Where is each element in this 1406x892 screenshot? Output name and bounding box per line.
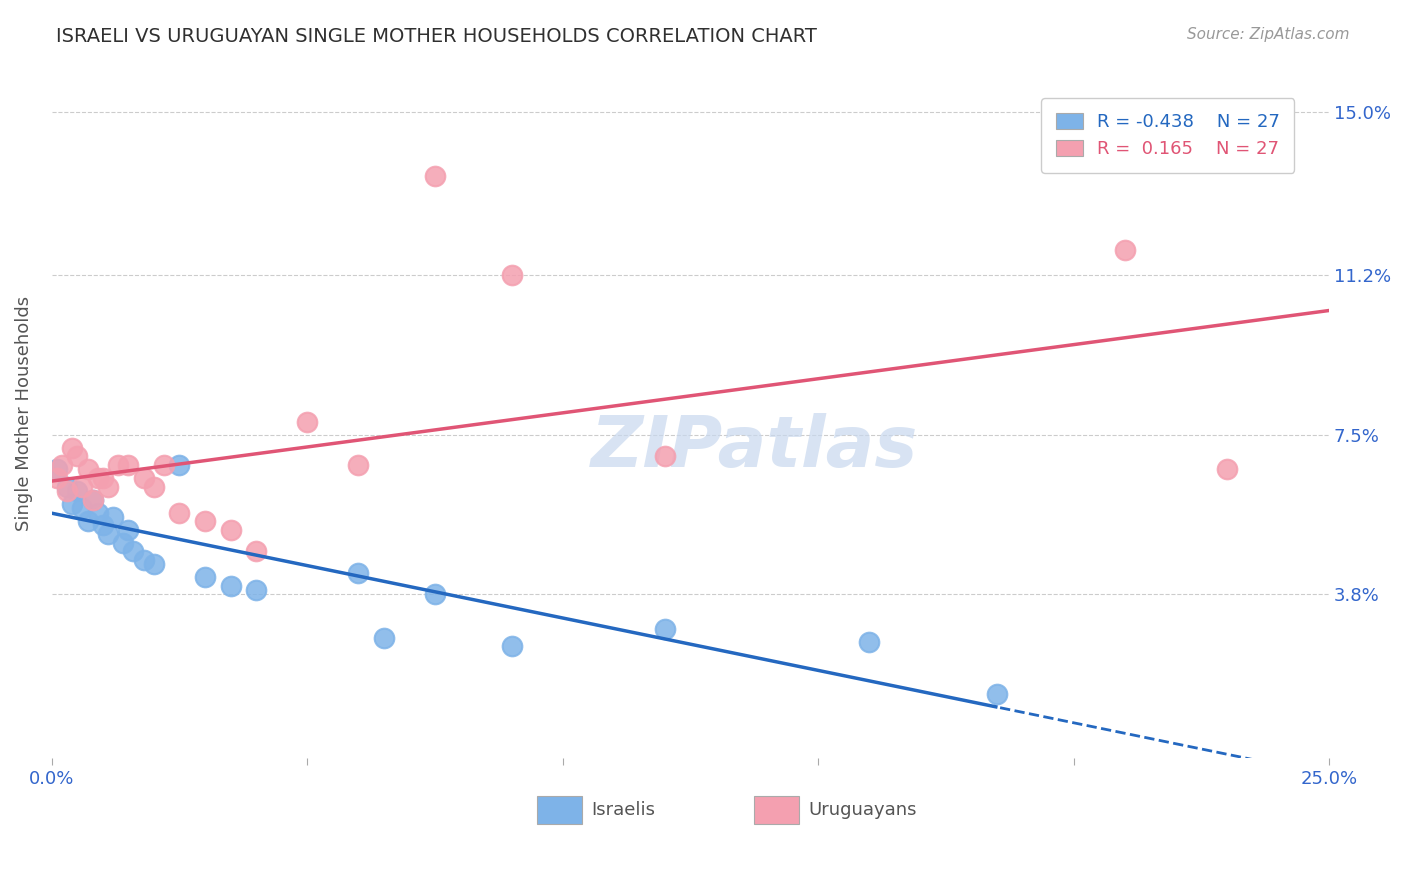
Point	[169, 506, 191, 520]
Point	[72, 480, 94, 494]
Point	[60, 497, 83, 511]
Point	[107, 458, 129, 472]
Point	[654, 450, 676, 464]
Point	[117, 458, 139, 472]
Point	[219, 523, 242, 537]
Point	[82, 492, 104, 507]
Point	[245, 583, 267, 598]
Point	[76, 462, 98, 476]
FancyBboxPatch shape	[537, 797, 582, 823]
Point	[87, 471, 110, 485]
Text: Israelis: Israelis	[591, 801, 655, 819]
Point	[51, 458, 73, 472]
Point	[858, 635, 880, 649]
Point	[219, 579, 242, 593]
Point	[245, 544, 267, 558]
Point	[347, 566, 370, 580]
Point	[423, 169, 446, 184]
Point	[169, 458, 191, 472]
Point	[66, 483, 89, 498]
Y-axis label: Single Mother Households: Single Mother Households	[15, 296, 32, 531]
Point	[295, 415, 318, 429]
Point	[423, 587, 446, 601]
Point	[97, 480, 120, 494]
Point	[194, 570, 217, 584]
Point	[347, 458, 370, 472]
Point	[101, 509, 124, 524]
Point	[112, 535, 135, 549]
Point	[501, 639, 523, 653]
Point	[45, 471, 67, 485]
Point	[501, 268, 523, 283]
Text: Source: ZipAtlas.com: Source: ZipAtlas.com	[1187, 27, 1350, 42]
Point	[122, 544, 145, 558]
Point	[1114, 243, 1136, 257]
Point	[76, 514, 98, 528]
Point	[142, 558, 165, 572]
Point	[66, 450, 89, 464]
Text: Uruguayans: Uruguayans	[808, 801, 917, 819]
Point	[72, 501, 94, 516]
Point	[45, 462, 67, 476]
Point	[132, 553, 155, 567]
Point	[91, 471, 114, 485]
Point	[97, 527, 120, 541]
Point	[142, 480, 165, 494]
Point	[132, 471, 155, 485]
Point	[91, 518, 114, 533]
Point	[654, 622, 676, 636]
Text: ISRAELI VS URUGUAYAN SINGLE MOTHER HOUSEHOLDS CORRELATION CHART: ISRAELI VS URUGUAYAN SINGLE MOTHER HOUSE…	[56, 27, 817, 45]
Point	[87, 506, 110, 520]
Legend: R = -0.438    N = 27, R =  0.165    N = 27: R = -0.438 N = 27, R = 0.165 N = 27	[1042, 98, 1295, 173]
Point	[194, 514, 217, 528]
Text: ZIPatlas: ZIPatlas	[591, 413, 918, 483]
Point	[56, 480, 79, 494]
Point	[56, 483, 79, 498]
Point	[1216, 462, 1239, 476]
Point	[153, 458, 176, 472]
Point	[986, 687, 1008, 701]
Point	[373, 631, 395, 645]
Point	[60, 441, 83, 455]
FancyBboxPatch shape	[754, 797, 799, 823]
Point	[82, 492, 104, 507]
Point	[117, 523, 139, 537]
